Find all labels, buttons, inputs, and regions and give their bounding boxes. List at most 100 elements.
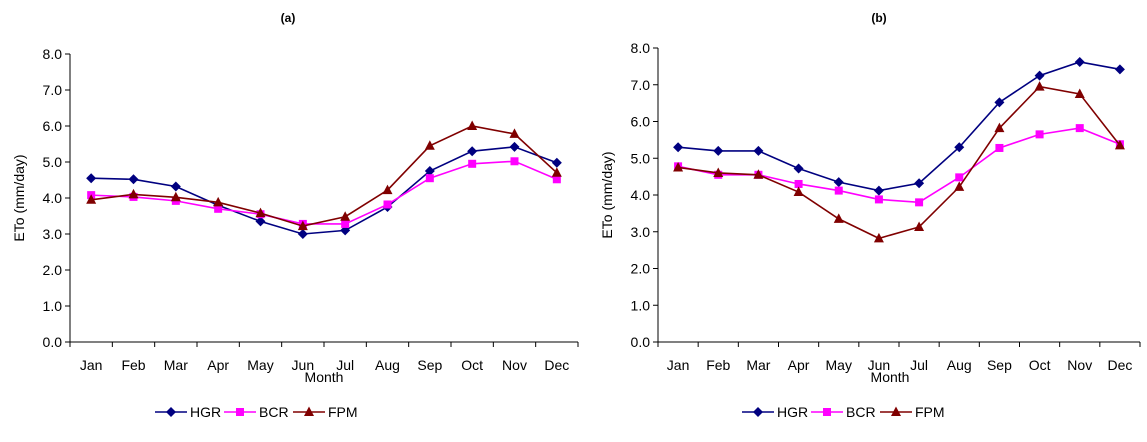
legend-marker-fpm: [891, 406, 901, 416]
data-point-hgr: [793, 163, 804, 174]
data-point-hgr: [673, 142, 684, 153]
data-point-hgr: [467, 146, 478, 157]
data-point-hgr: [833, 177, 844, 188]
data-point-hgr: [424, 166, 435, 176]
series-line-hgr: [91, 146, 558, 235]
legend-label: BCR: [259, 404, 289, 420]
data-point-bcr: [874, 195, 883, 204]
data-point-fpm: [873, 232, 884, 243]
data-point-fpm: [255, 207, 266, 218]
x-tick-label: Jul: [910, 357, 928, 373]
legend-marker-fpm: [304, 406, 314, 416]
data-point-fpm: [1034, 81, 1045, 91]
data-point-hgr: [297, 229, 308, 239]
y-tick-label: 5.0: [43, 154, 63, 170]
x-tick-label: Mar: [164, 357, 188, 373]
x-tick-label: Sep: [987, 357, 1012, 373]
data-point-hgr: [713, 145, 724, 156]
chart-panel-b: (b) 0.0 1.0 2.0 3.0 4.0 5.0 6.0 7.0 8.0 Jan Feb Mar A…: [599, 11, 1141, 420]
legend-item-hgr: HGR: [742, 404, 808, 420]
series-line-fpm: [91, 125, 558, 227]
x-tick-label: May: [826, 357, 852, 373]
data-point-hgr: [914, 178, 925, 189]
y-tick-label: 4.0: [43, 190, 63, 206]
data-point-fpm: [833, 213, 844, 223]
data-point-hgr: [873, 185, 884, 196]
data-point-bcr: [214, 204, 223, 213]
legend-label: HGR: [190, 404, 221, 420]
data-point-hgr: [1114, 64, 1125, 75]
data-point-hgr: [170, 181, 181, 192]
x-tick-label: Jun: [868, 357, 891, 373]
y-tick-label: 8.0: [43, 46, 63, 62]
legend-item-hgr: HGR: [155, 404, 221, 420]
series-bcr: [87, 157, 561, 228]
series-fpm: [673, 81, 1125, 243]
data-point-fpm: [509, 128, 520, 138]
x-tick-label: Aug: [375, 357, 400, 373]
series-line-bcr: [677, 127, 1121, 204]
data-point-hgr: [753, 145, 764, 156]
data-point-fpm: [673, 161, 684, 172]
legend-marker-hgr: [166, 407, 176, 417]
data-point-bcr: [383, 200, 392, 209]
legend-item-fpm: FPM: [880, 404, 945, 420]
y-tick-label: 7.0: [631, 77, 651, 93]
data-point-fpm: [994, 122, 1005, 133]
data-point-hgr: [509, 141, 520, 152]
data-point-fpm: [128, 188, 139, 199]
data-point-bcr: [794, 179, 803, 188]
data-point-fpm: [297, 220, 308, 231]
y-tick-label: 1.0: [631, 297, 651, 313]
series-line-fpm: [677, 85, 1121, 240]
x-tick-label: Jan: [667, 357, 690, 373]
x-tick-label: Feb: [121, 357, 145, 373]
series-fpm: [86, 120, 562, 231]
data-point-hgr: [1074, 56, 1085, 67]
data-point-hgr: [551, 157, 562, 168]
legend-label: FPM: [328, 404, 358, 420]
legend-label: HGR: [777, 404, 808, 420]
x-axis-title: Month: [871, 369, 910, 385]
y-axis-title: ETo (mm/day): [11, 154, 27, 241]
data-point-fpm: [170, 191, 181, 202]
data-point-bcr: [1035, 130, 1044, 139]
data-point-bcr: [1075, 124, 1084, 133]
x-tick-label: Sep: [417, 357, 442, 373]
legend: HGR BCR FPM: [155, 404, 358, 420]
data-point-fpm: [1074, 88, 1085, 98]
legend-marker-bcr: [823, 408, 831, 416]
chart-title: (b): [871, 11, 886, 25]
y-tick-label: 0.0: [43, 334, 63, 350]
data-point-fpm: [213, 196, 224, 207]
x-axis-title: Month: [305, 369, 344, 385]
x-tick-label: Feb: [706, 357, 730, 373]
data-point-fpm: [954, 181, 965, 191]
data-point-fpm: [551, 167, 562, 177]
y-tick-label: 3.0: [43, 226, 63, 242]
legend-marker-hgr: [753, 407, 763, 417]
y-tick-label: 0.0: [631, 334, 651, 350]
data-point-fpm: [86, 194, 97, 204]
y-tick-label: 4.0: [631, 187, 651, 203]
legend-label: FPM: [915, 404, 945, 420]
y-tick-label: 7.0: [43, 82, 63, 98]
legend-label: BCR: [846, 404, 876, 420]
data-point-bcr: [510, 157, 519, 166]
data-point-fpm: [467, 120, 478, 130]
y-tick-label: 5.0: [631, 150, 651, 166]
data-point-bcr: [915, 198, 924, 207]
legend-item-fpm: FPM: [293, 404, 358, 420]
y-axis-title: ETo (mm/day): [599, 151, 615, 238]
series-bcr: [674, 124, 1124, 207]
x-tick-label: Aug: [947, 357, 972, 373]
data-point-hgr: [255, 216, 266, 227]
data-point-fpm: [793, 186, 804, 197]
data-point-hgr: [1034, 70, 1045, 81]
data-point-bcr: [995, 143, 1004, 152]
data-point-fpm: [424, 140, 435, 150]
x-tick-label: Apr: [788, 357, 810, 373]
data-point-bcr: [552, 175, 561, 184]
y-tick-label: 2.0: [43, 262, 63, 278]
